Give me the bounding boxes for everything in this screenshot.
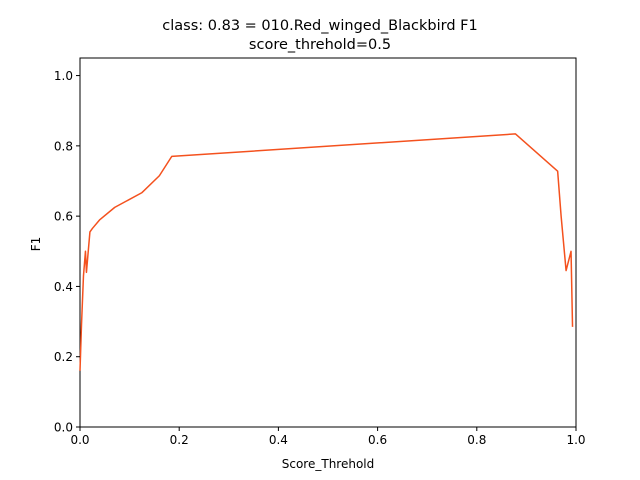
y-axis-label: F1 (29, 237, 43, 252)
y-tick-label: 1.0 (54, 69, 73, 83)
chart-title-line1: class: 0.83 = 010.Red_winged_Blackbird F… (162, 18, 477, 34)
series-layer (79, 133, 574, 371)
x-tick-label: 0.4 (269, 433, 288, 447)
plot-area (79, 57, 577, 428)
x-tick-label: 0.2 (170, 433, 189, 447)
chart-title-line2: score_threhold=0.5 (249, 37, 391, 53)
y-tick-label: 0.2 (54, 350, 73, 364)
y-tick-label: 0.8 (54, 139, 73, 153)
y-tick-label: 0.0 (54, 421, 73, 435)
y-axis-ticks: 0.0 0.2 0.4 0.6 0.8 1.0 (54, 69, 80, 435)
series-line (79, 133, 574, 371)
y-tick-label: 0.6 (54, 210, 73, 224)
x-axis-ticks: 0.0 0.2 0.4 0.6 0.8 1.0 (70, 427, 586, 447)
x-tick-label: 0.8 (467, 433, 486, 447)
x-tick-label: 1.0 (566, 433, 585, 447)
y-tick-label: 0.4 (54, 280, 73, 294)
axes-frame (79, 57, 577, 428)
x-axis-label: Score_Threhold (282, 457, 375, 471)
x-tick-label: 0.6 (368, 433, 387, 447)
x-tick-label: 0.0 (70, 433, 89, 447)
